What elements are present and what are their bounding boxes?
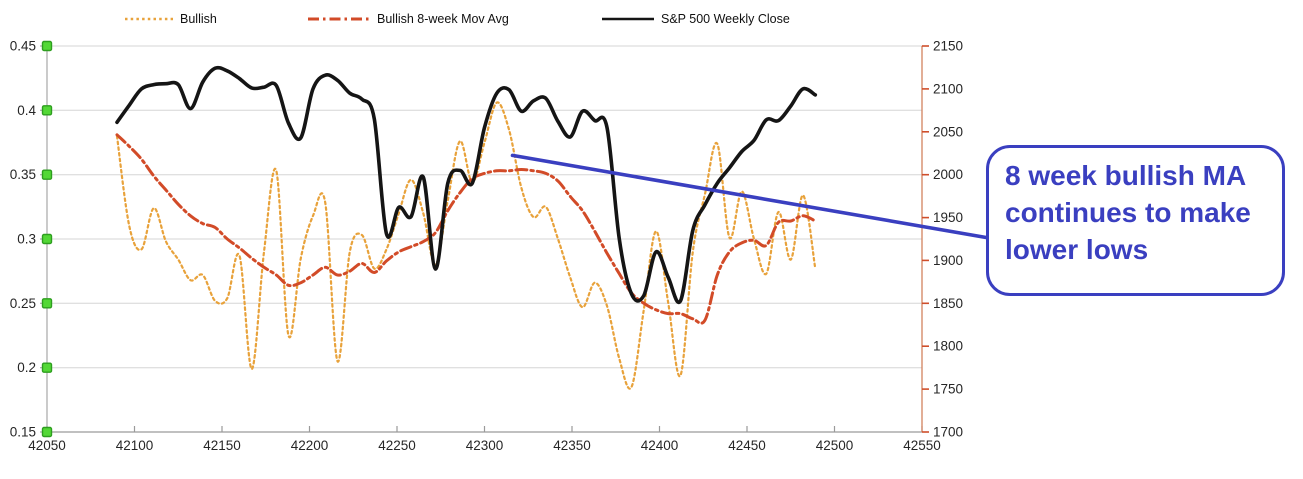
- legend-item-bullish: Bullish: [125, 8, 217, 30]
- left-axis-green-square-marker: [41, 298, 53, 309]
- annotation-text: 8 week bullish MA continues to make lowe…: [1005, 160, 1251, 265]
- x-axis: 42050 42100 42150 42200 42250 42300 42350 42400…: [28, 426, 941, 453]
- legend-label: Bullish: [180, 12, 217, 26]
- x-tick-label: 42200: [291, 438, 329, 453]
- legend-item-sp500-weekly-close: S&P 500 Weekly Close: [602, 8, 790, 30]
- x-tick-label: 42550: [903, 438, 941, 453]
- left-tick-label: 0.15: [10, 425, 36, 440]
- legend-line-sample-solid: [602, 17, 654, 21]
- left-tick-label: 0.35: [10, 167, 36, 182]
- x-tick-label: 42150: [203, 438, 241, 453]
- right-tick-label: 1750: [933, 382, 963, 397]
- x-tick-label: 42050: [28, 438, 66, 453]
- series-bullish-8-week-mov-avg: [115, 133, 817, 325]
- right-tick-label: 1850: [933, 296, 963, 311]
- legend-line-sample-dotted: [125, 17, 173, 21]
- x-tick-label: 42400: [641, 438, 679, 453]
- legend-item-bullish-8-week-mov-avg: Bullish 8-week Mov Avg: [308, 8, 509, 30]
- legend-line-sample-dash-dot: [308, 17, 370, 21]
- left-axis-green-square-marker: [41, 362, 53, 373]
- left-axis: 0.45 0.4 0.35 0.3 0.25 0.2 0.15: [10, 39, 53, 440]
- series-s-p-500-weekly-close: [115, 65, 818, 305]
- right-tick-label: 1950: [933, 210, 963, 225]
- right-tick-label: 2150: [933, 39, 963, 54]
- right-tick-label: 1700: [933, 425, 963, 440]
- right-tick-label: 2100: [933, 81, 963, 96]
- left-axis-green-square-marker: [41, 169, 53, 180]
- annotation-callout: 8 week bullish MA continues to make lowe…: [986, 145, 1285, 296]
- annotation-pointer-line: [510, 153, 991, 240]
- series-bullish: [115, 101, 817, 390]
- legend: Bullish Bullish 8-week Mov Avg S&P 500 W…: [0, 8, 1303, 30]
- left-tick-label: 0.4: [17, 103, 36, 118]
- right-tick-label: 1900: [933, 253, 963, 268]
- left-axis-green-square-marker: [41, 40, 53, 52]
- x-tick-label: 42450: [728, 438, 766, 453]
- legend-label: Bullish 8-week Mov Avg: [377, 12, 509, 26]
- left-tick-label: 0.25: [10, 296, 36, 311]
- left-axis-green-square-marker: [41, 105, 53, 116]
- legend-label: S&P 500 Weekly Close: [661, 12, 790, 26]
- x-tick-label: 42300: [466, 438, 504, 453]
- right-tick-label: 2000: [933, 167, 963, 182]
- left-tick-label: 0.3: [17, 232, 36, 247]
- right-axis: 2150 2100 2050 2000 1950 1900 1850 1800 1750 1700: [921, 39, 963, 440]
- gridlines: [47, 45, 922, 369]
- x-tick-label: 42500: [816, 438, 854, 453]
- left-axis-green-square-marker: [41, 426, 53, 438]
- x-tick-label: 42250: [378, 438, 416, 453]
- x-tick-label: 42350: [553, 438, 591, 453]
- right-tick-label: 1800: [933, 339, 963, 354]
- right-tick-label: 2050: [933, 124, 963, 139]
- left-axis-green-square-marker: [41, 233, 53, 245]
- left-tick-label: 0.45: [10, 39, 36, 54]
- x-tick-label: 42100: [116, 438, 154, 453]
- left-tick-label: 0.2: [17, 360, 36, 375]
